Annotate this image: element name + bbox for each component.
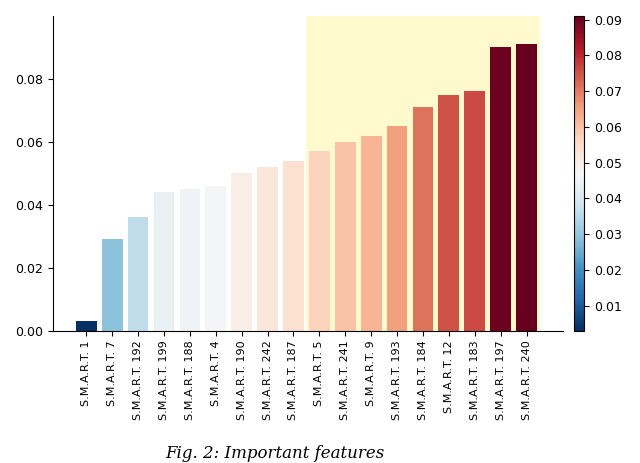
- Bar: [438, 94, 460, 331]
- Bar: [335, 142, 356, 331]
- Bar: [387, 126, 408, 331]
- Bar: [413, 107, 433, 331]
- Bar: [361, 136, 381, 331]
- Bar: [154, 192, 174, 331]
- Bar: [465, 92, 485, 331]
- Bar: [257, 167, 278, 331]
- Bar: [128, 217, 148, 331]
- Bar: [102, 239, 122, 331]
- Bar: [76, 321, 97, 331]
- Bar: [309, 151, 330, 331]
- Bar: [516, 44, 537, 331]
- Bar: [283, 161, 304, 331]
- Bar: [490, 47, 511, 331]
- Bar: [179, 189, 200, 331]
- Bar: [307, 16, 540, 331]
- Bar: [205, 186, 226, 331]
- Text: Fig. 2: Important features: Fig. 2: Important features: [166, 445, 385, 463]
- Bar: [231, 173, 252, 331]
